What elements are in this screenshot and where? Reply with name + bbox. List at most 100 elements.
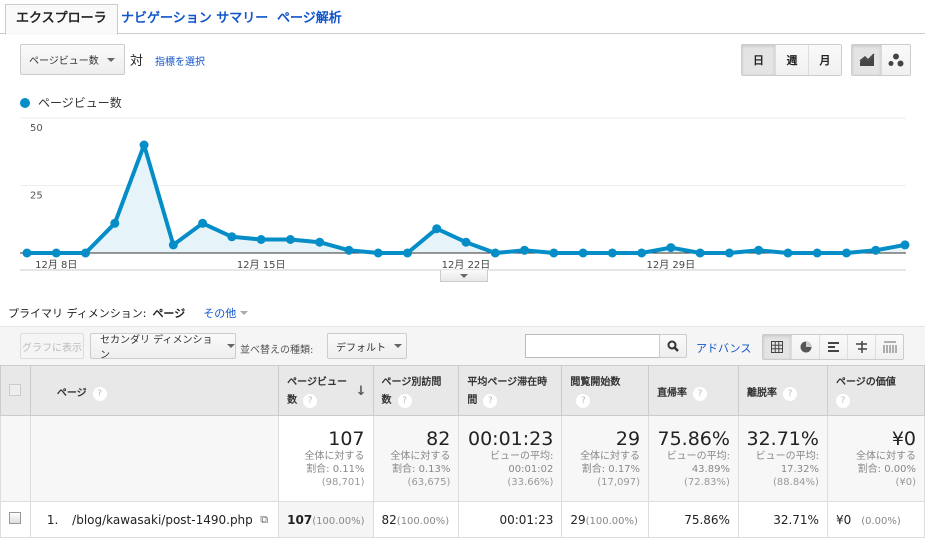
help-icon[interactable]: ? [303, 394, 318, 408]
header-entrances[interactable]: 閲覧開始数? [561, 365, 650, 416]
bar-chart-icon [827, 342, 839, 352]
table-header-row: ページ? ページビュー数? ↓ ページ別訪問数? 平均ページ滞在時間? 閲覧開始数… [0, 365, 925, 416]
search-icon [667, 340, 679, 352]
svg-text:12月 8日: 12月 8日 [35, 259, 77, 271]
versus-label: 対 [130, 54, 144, 69]
header-bounce-rate[interactable]: 直帰率? [648, 365, 739, 416]
header-label: 閲覧開始数 [570, 377, 621, 388]
secondary-dimension-label: セカンダリ ディメンション [100, 335, 213, 361]
header-label: 離脱率 [746, 388, 777, 399]
sort-type-label: 並べ替えの種類: [240, 345, 314, 356]
header-label: 平均ページ滞在時間 [467, 377, 548, 406]
header-unique-pageviews[interactable]: ページ別訪問数? [372, 365, 460, 416]
chart-expand-handle[interactable] [440, 270, 488, 282]
pivot-view-button[interactable] [875, 335, 903, 359]
table-search-input[interactable] [525, 334, 660, 358]
dimension-other-link[interactable]: その他 [203, 307, 237, 320]
advanced-filter-link[interactable]: アドバンス [696, 342, 752, 355]
help-icon[interactable]: ? [782, 387, 797, 401]
total-page-value: ¥0 全体に対する 割合: 0.00% (¥0) [826, 415, 925, 502]
chart-legend: ページビュー数 [20, 94, 122, 111]
header-page[interactable]: ページ? [29, 365, 280, 416]
header-label: 直帰率 [657, 388, 688, 399]
bounce-rate-cell: 75.86% [648, 501, 739, 538]
sort-type-dropdown[interactable]: デフォルト [327, 333, 407, 359]
page-value-cell: ¥0 (0.00%) [826, 501, 925, 538]
help-icon[interactable]: ? [835, 394, 850, 408]
chevron-down-icon [240, 311, 249, 315]
period-month-button[interactable]: 月 [808, 45, 841, 75]
line-chart-button[interactable] [852, 45, 881, 75]
tab-explorer[interactable]: エクスプローラ [5, 4, 118, 35]
header-avg-time[interactable]: 平均ページ滞在時間? [458, 365, 563, 416]
help-icon[interactable]: ? [483, 394, 498, 408]
table-row: 1. /blog/kawasaki/post-1490.php ⧉ 107(10… [0, 501, 925, 538]
legend-dot-icon [20, 97, 30, 108]
total-unique-pageviews: 82 全体に対する 割合: 0.13% (63,675) [372, 415, 460, 502]
chevron-down-icon [227, 344, 235, 348]
total-pageviews: 107 全体に対する 割合: 0.11% (98,701) [278, 415, 374, 502]
total-avg-time: 00:01:23 ビューの平均: 00:01:02 (33.66%) [458, 415, 563, 502]
help-icon[interactable]: ? [693, 387, 708, 401]
page-cell: 1. /blog/kawasaki/post-1490.php ⧉ [29, 501, 280, 538]
table-toolbar: グラフに表示 セカンダリ ディメンション 並べ替えの種類: デフォルト アドバン… [0, 326, 925, 366]
pageviews-line-chart[interactable]: 25 50 12月 8日 12月 15日 12月 22日 12月 29日 [0, 110, 925, 285]
total-exit-rate: 32.71% ビューの平均: 17.32% (88.84%) [737, 415, 828, 502]
motion-chart-button[interactable] [881, 45, 910, 75]
sort-type-value: デフォルト [336, 342, 386, 354]
help-icon[interactable]: ? [397, 394, 412, 408]
performance-view-button[interactable] [819, 335, 847, 359]
chart-type-toggle [851, 44, 911, 76]
primary-dimension-label: プライマリ ディメンション: [8, 307, 147, 320]
metric-dropdown-value: ページビュー数 [29, 56, 99, 67]
line-chart-icon [859, 53, 875, 66]
comparison-icon [855, 341, 867, 353]
header-pageviews[interactable]: ページビュー数? ↓ [278, 365, 374, 416]
dimension-page[interactable]: ページ [152, 307, 186, 320]
svg-text:12月 29日: 12月 29日 [647, 259, 696, 271]
page-path-link[interactable]: /blog/kawasaki/post-1490.php [72, 512, 253, 527]
entrances-cell: 29(100.00%) [561, 501, 650, 538]
help-icon[interactable]: ? [576, 394, 591, 408]
totals-row: 107 全体に対する 割合: 0.11% (98,701) 82 全体に対する 割合: 0… [0, 415, 925, 502]
total-entrances: 29 全体に対する 割合: 0.17% (17,097) [561, 415, 650, 502]
row-select-cell [0, 501, 31, 538]
pie-view-button[interactable] [791, 335, 819, 359]
header-exit-rate[interactable]: 離脱率? [737, 365, 828, 416]
header-page-value[interactable]: ページの価値? [826, 365, 925, 416]
grid-icon [771, 341, 783, 353]
comparison-view-button[interactable] [847, 335, 875, 359]
period-day-button[interactable]: 日 [742, 45, 775, 75]
table-view-button[interactable] [763, 335, 791, 359]
tab-navigation-summary[interactable]: ナビゲーション サマリー [121, 11, 269, 26]
header-label: ページ [56, 388, 87, 399]
sort-desc-icon: ↓ [355, 384, 367, 399]
primary-dimension-bar: プライマリ ディメンション: ページ その他 [8, 305, 249, 321]
svg-text:50: 50 [30, 123, 43, 134]
totals-empty [29, 415, 280, 502]
help-icon[interactable]: ? [92, 387, 107, 401]
pie-chart-icon [800, 341, 811, 353]
avg-time-cell: 00:01:23 [458, 501, 563, 538]
svg-text:25: 25 [30, 191, 43, 202]
plot-rows-button[interactable]: グラフに表示 [20, 333, 84, 359]
open-external-icon[interactable]: ⧉ [260, 513, 269, 526]
chevron-down-icon [106, 57, 115, 62]
header-label: ページの価値 [835, 377, 896, 388]
tab-in-page[interactable]: ページ解析 [277, 11, 342, 26]
row-checkbox[interactable] [9, 512, 21, 524]
select-all-checkbox[interactable] [9, 384, 21, 396]
pageviews-cell: 107(100.00%) [278, 501, 374, 538]
period-week-button[interactable]: 週 [775, 45, 808, 75]
select-metric-link[interactable]: 指標を選択 [155, 57, 205, 68]
legend-label: ページビュー数 [38, 96, 122, 110]
search-button[interactable] [659, 334, 687, 358]
metric-dropdown[interactable]: ページビュー数 [20, 44, 125, 75]
svg-text:12月 22日: 12月 22日 [442, 259, 491, 271]
unique-pageviews-cell: 82(100.00%) [372, 501, 460, 538]
pivot-icon [883, 341, 896, 353]
secondary-dimension-dropdown[interactable]: セカンダリ ディメンション [90, 333, 236, 361]
select-all-header [0, 365, 31, 416]
data-table: ページ? ページビュー数? ↓ ページ別訪問数? 平均ページ滞在時間? 閲覧開始数… [0, 365, 925, 538]
report-tabs: エクスプローラ ナビゲーション サマリー ページ解析 [0, 0, 925, 35]
